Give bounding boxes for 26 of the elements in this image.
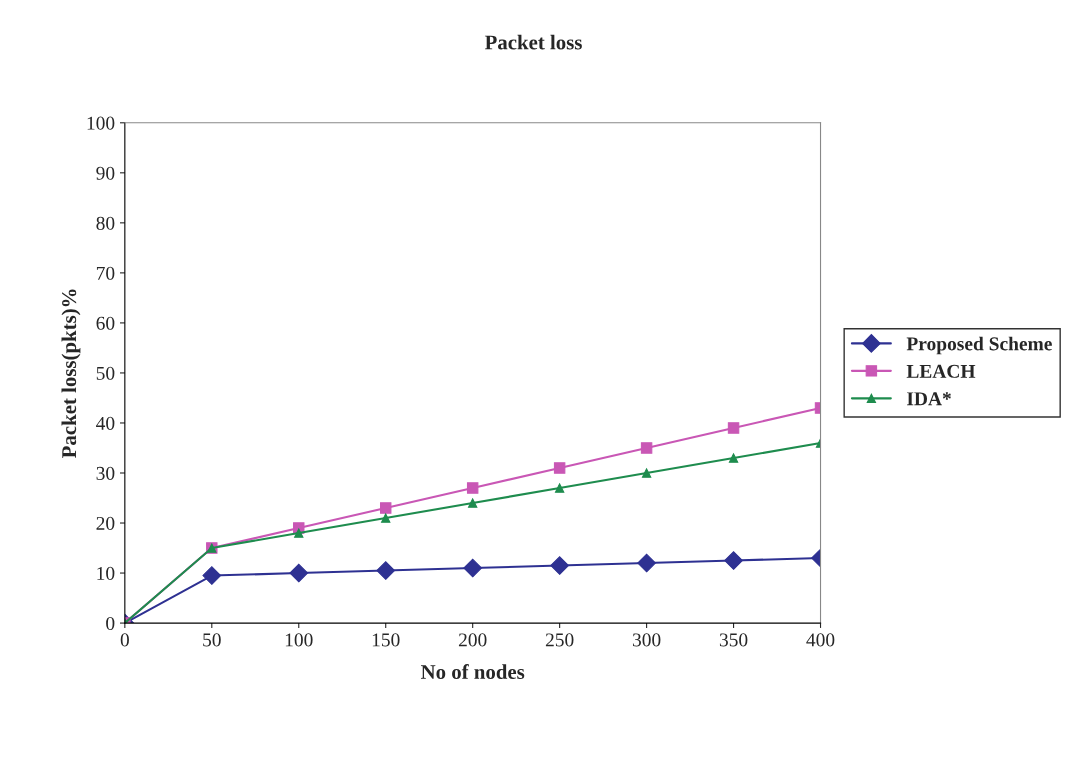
y-tick-label: 40 — [96, 416, 115, 430]
y-tick-label: 90 — [96, 166, 115, 180]
y-tick-label: 100 — [87, 116, 115, 130]
legend-label: IDA* — [907, 392, 951, 406]
chart-title: Packet loss — [484, 34, 582, 50]
y-tick-label: 70 — [96, 266, 115, 280]
x-tick-label: 0 — [120, 633, 129, 647]
x-tick-label: 250 — [545, 633, 574, 647]
y-axis-title: Packet loss(pkts)% — [61, 289, 81, 458]
y-tick-label: 20 — [96, 516, 115, 530]
y-tick-label: 0 — [106, 616, 115, 631]
x-tick-label: 200 — [458, 633, 487, 647]
x-tick-label: 100 — [285, 633, 313, 647]
y-tick-label: 50 — [96, 366, 115, 380]
x-tick-label: 350 — [719, 633, 748, 647]
legend-label: Proposed Scheme — [906, 336, 1052, 355]
legend-label: LEACH — [906, 364, 976, 378]
x-tick-label: 50 — [203, 633, 221, 647]
x-tick-label: 400 — [806, 633, 835, 647]
y-tick-label: 60 — [96, 316, 115, 330]
y-tick-label: 10 — [97, 566, 115, 580]
y-tick-label: 80 — [96, 216, 115, 230]
x-axis-title: No of nodes — [420, 664, 525, 679]
x-tick-label: 300 — [632, 633, 661, 647]
y-tick-label: 30 — [96, 466, 115, 480]
x-tick-label: 150 — [372, 633, 400, 647]
